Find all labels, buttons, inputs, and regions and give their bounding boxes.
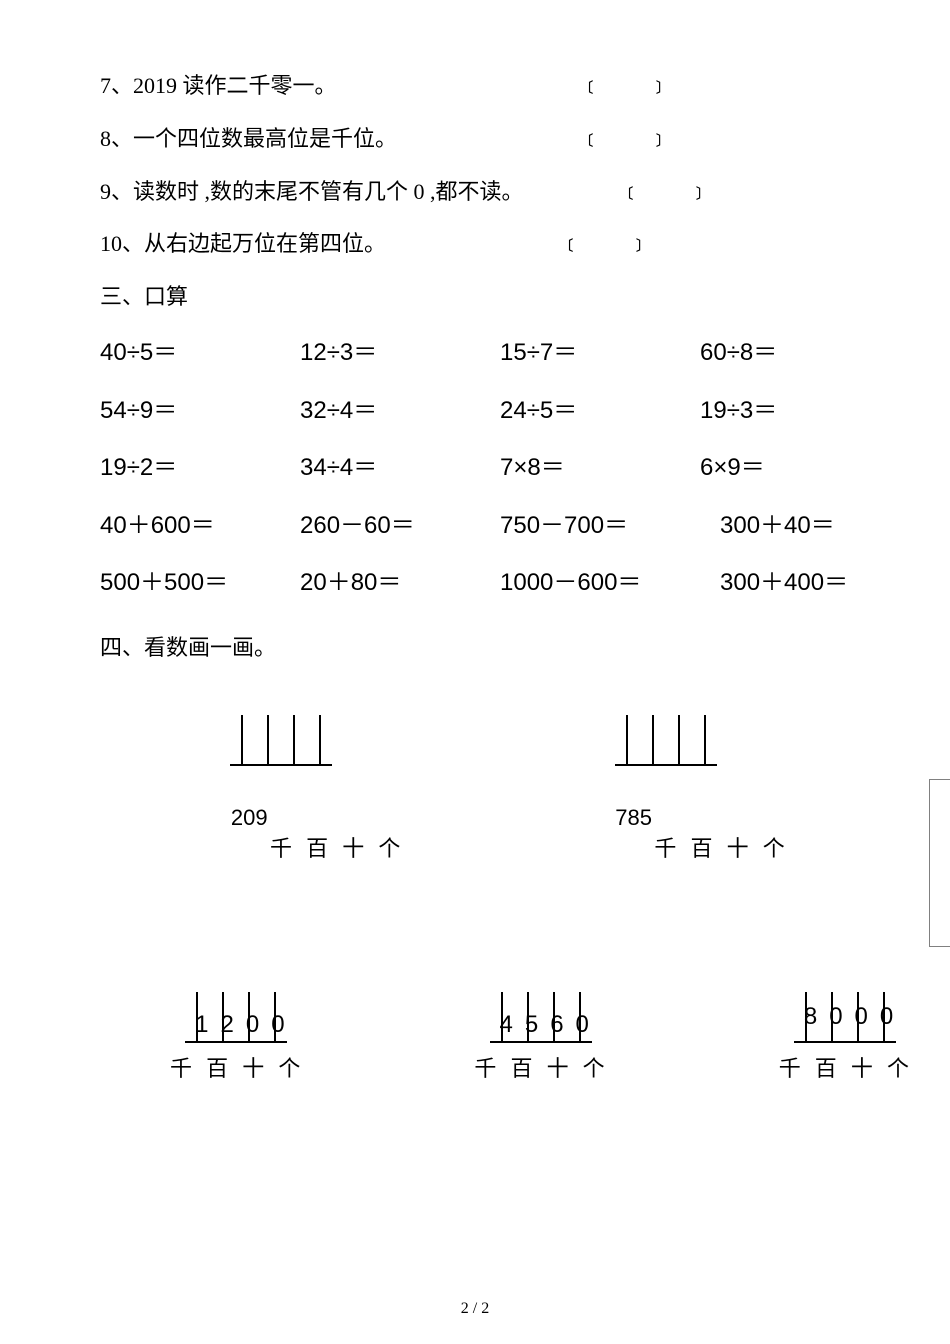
q9-text: 9、读数时 ,数的末尾不管有几个 0 ,都不读。 bbox=[100, 166, 524, 219]
calc-row: 40＋600＝ 260－60＝ 750－700＝ 300＋40＝ bbox=[100, 497, 850, 555]
q8-bracket: ﹝ ﹞ bbox=[580, 113, 676, 166]
abacus-icon bbox=[607, 705, 727, 775]
abacus-label: 千 百 十 个 bbox=[779, 1051, 913, 1083]
calc-cell: 20＋80＝ bbox=[300, 554, 500, 612]
calc-cell: 34÷4＝ bbox=[300, 439, 500, 497]
calc-cell: 19÷2＝ bbox=[100, 439, 300, 497]
calc-cell: 60÷8＝ bbox=[700, 324, 900, 382]
question-8: 8、一个四位数最高位是千位。 ﹝ ﹞ bbox=[100, 113, 850, 166]
abacus-value: 8000 bbox=[804, 1003, 905, 1031]
calc-row: 40÷5＝ 12÷3＝ 15÷7＝ 60÷8＝ bbox=[100, 324, 850, 382]
q7-text: 7、2019 读作二千零一。 bbox=[100, 60, 337, 113]
abacus-label: 千 百 十 个 bbox=[474, 1051, 608, 1083]
q10-text: 10、从右边起万位在第四位。 bbox=[100, 218, 386, 271]
q8-text: 8、一个四位数最高位是千位。 bbox=[100, 113, 397, 166]
section4-title: 四、看数画一画。 bbox=[100, 622, 850, 675]
q7-bracket: ﹝ ﹞ bbox=[580, 60, 676, 113]
calc-cell: 40÷5＝ bbox=[100, 324, 300, 382]
abacus-label: 千 百 十 个 530 bbox=[929, 779, 950, 947]
question-7: 7、2019 读作二千零一。 ﹝ ﹞ bbox=[100, 60, 850, 113]
abacus-diagram: 8000 千 百 十 个 bbox=[779, 987, 913, 1083]
calc-cell: 1000－600＝ bbox=[500, 554, 720, 612]
calc-cell: 750－700＝ bbox=[500, 497, 720, 555]
abacus-diagram: 1200 千 百 十 个 bbox=[170, 987, 304, 1083]
abacus-value: 4560 bbox=[500, 1011, 601, 1039]
abacus-diagram: 4560 千 百 十 个 bbox=[474, 987, 608, 1083]
calc-cell: 54÷9＝ bbox=[100, 382, 300, 440]
calc-cell: 300＋40＝ bbox=[720, 497, 920, 555]
calc-row: 54÷9＝ 32÷4＝ 24÷5＝ 19÷3＝ bbox=[100, 382, 850, 440]
calc-cell: 300＋400＝ bbox=[720, 554, 920, 612]
abacus-diagram: 千 百 十 个 785 bbox=[544, 705, 788, 947]
calc-cell: 19÷3＝ bbox=[700, 382, 900, 440]
calc-cell: 15÷7＝ bbox=[500, 324, 700, 382]
calc-cell: 500＋500＝ bbox=[100, 554, 300, 612]
page-footer: 2 / 2 bbox=[0, 1300, 950, 1318]
abacus-value: 1200 bbox=[195, 1011, 296, 1039]
abacus-label: 千 百 十 个 785 bbox=[544, 779, 788, 941]
abacus-label: 千 百 十 个 209 bbox=[160, 779, 404, 941]
abacus-top-row: 千 百 十 个 209 千 百 十 个 785 bbox=[100, 705, 850, 947]
abacus-bottom-row: 1200 千 百 十 个 4560 千 百 十 个 bbox=[100, 987, 850, 1083]
q9-bracket: ﹝ ﹞ bbox=[620, 166, 716, 219]
abacus-icon bbox=[222, 705, 342, 775]
calc-row: 19÷2＝ 34÷4＝ 7×8＝ 6×9＝ bbox=[100, 439, 850, 497]
calc-row: 500＋500＝ 20＋80＝ 1000－600＝ 300＋400＝ bbox=[100, 554, 850, 612]
calc-cell: 40＋600＝ bbox=[100, 497, 300, 555]
page: 7、2019 读作二千零一。 ﹝ ﹞ 8、一个四位数最高位是千位。 ﹝ ﹞ 9、… bbox=[0, 0, 950, 1083]
calc-grid: 40÷5＝ 12÷3＝ 15÷7＝ 60÷8＝ 54÷9＝ 32÷4＝ 24÷5… bbox=[100, 324, 850, 612]
calc-cell: 32÷4＝ bbox=[300, 382, 500, 440]
calc-cell: 12÷3＝ bbox=[300, 324, 500, 382]
q10-bracket: ﹝ ﹞ bbox=[560, 218, 656, 271]
calc-cell: 6×9＝ bbox=[700, 439, 900, 497]
abacus-label: 千 百 十 个 bbox=[170, 1051, 304, 1083]
question-9: 9、读数时 ,数的末尾不管有几个 0 ,都不读。 ﹝ ﹞ bbox=[100, 166, 850, 219]
question-10: 10、从右边起万位在第四位。 ﹝ ﹞ bbox=[100, 218, 850, 271]
section3-title: 三、口算 bbox=[100, 271, 850, 324]
calc-cell: 24÷5＝ bbox=[500, 382, 700, 440]
abacus-diagram: 千 百 十 个 530 bbox=[929, 705, 950, 947]
abacus-diagram: 千 百 十 个 209 bbox=[160, 705, 404, 947]
calc-cell: 7×8＝ bbox=[500, 439, 700, 497]
calc-cell: 260－60＝ bbox=[300, 497, 500, 555]
